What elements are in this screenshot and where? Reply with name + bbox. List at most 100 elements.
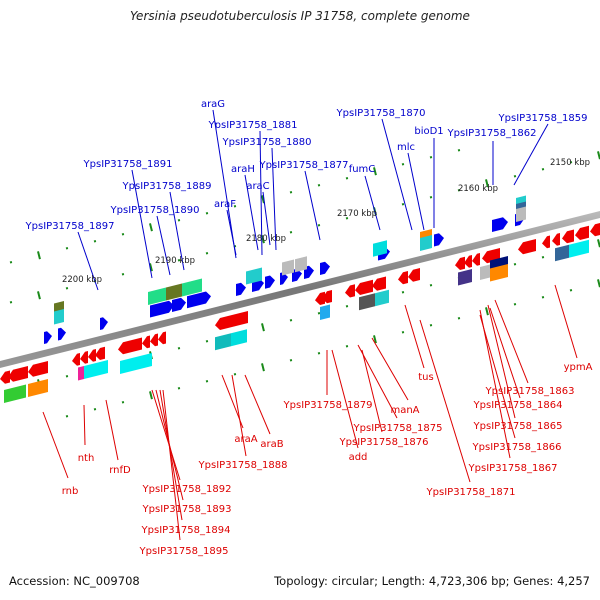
ruler-tick bbox=[317, 312, 321, 315]
leader-line bbox=[77, 231, 99, 291]
feature-box bbox=[246, 267, 262, 285]
leader-line bbox=[151, 389, 181, 481]
forward-gene-arrow bbox=[172, 297, 186, 312]
reverse-gene-arrow bbox=[8, 366, 28, 382]
reverse-gene-arrow bbox=[88, 349, 96, 362]
reverse-gene-arrow bbox=[142, 335, 150, 349]
gene-label-ypsip31758_1890: YpsIP31758_1890 bbox=[110, 205, 200, 216]
reverse-gene-arrow bbox=[590, 223, 600, 237]
ruler-tick bbox=[205, 380, 209, 383]
gene-label-ypsip31758_1889: YpsIP31758_1889 bbox=[122, 181, 212, 192]
feature-box bbox=[516, 206, 526, 222]
ruler-tick bbox=[513, 263, 517, 266]
ruler-tick bbox=[429, 284, 433, 287]
ruler-tick bbox=[457, 189, 461, 192]
feature-box bbox=[215, 333, 231, 351]
forward-gene-arrow bbox=[58, 327, 66, 341]
forward-gene-arrow bbox=[434, 233, 444, 247]
accession-text: Accession: NC_009708 bbox=[9, 574, 140, 588]
gene-label-arab: araB bbox=[260, 439, 283, 450]
gene-label-rnb: rnb bbox=[62, 486, 79, 497]
ruler-tick bbox=[317, 184, 321, 187]
gene-label-araa: araA bbox=[234, 434, 257, 445]
ruler-tick bbox=[401, 331, 405, 334]
gene-label-ypsip31758_1865: YpsIP31758_1865 bbox=[473, 421, 563, 432]
ruler-tick bbox=[93, 240, 97, 243]
reverse-gene-arrow bbox=[542, 235, 550, 249]
gene-label-ypsip31758_1881: YpsIP31758_1881 bbox=[208, 120, 298, 131]
ruler-tick bbox=[345, 177, 349, 180]
reverse-gene-arrow bbox=[408, 268, 420, 282]
leader-line bbox=[407, 152, 425, 231]
leader-line bbox=[487, 304, 516, 419]
leader-line bbox=[357, 344, 398, 419]
ruler-tick bbox=[121, 273, 125, 276]
ruler-tick bbox=[373, 335, 377, 344]
ruler-label: 2160 kbp bbox=[458, 184, 498, 194]
leader-line bbox=[159, 389, 183, 521]
ruler-tick bbox=[205, 252, 209, 255]
feature-box bbox=[28, 379, 48, 397]
leader-line bbox=[479, 314, 516, 439]
gene-label-ypsip31758_1891: YpsIP31758_1891 bbox=[83, 159, 173, 170]
gene-label-ypsip31758_1888: YpsIP31758_1888 bbox=[198, 460, 288, 471]
leader-line bbox=[513, 123, 549, 186]
reverse-gene-arrow bbox=[95, 346, 105, 360]
gene-label-mana: manA bbox=[390, 405, 419, 416]
gene-label-arag: araG bbox=[201, 99, 225, 110]
reverse-gene-arrow bbox=[552, 233, 560, 246]
ruler-label: 2150 kbp bbox=[550, 158, 590, 168]
feature-box bbox=[120, 353, 152, 374]
ruler-tick bbox=[289, 191, 293, 194]
ruler-label: 2180 kbp bbox=[246, 234, 286, 244]
reverse-gene-arrow bbox=[230, 311, 248, 327]
reverse-gene-arrow bbox=[455, 256, 465, 270]
gene-label-ypsip31758_1895: YpsIP31758_1895 bbox=[139, 546, 229, 557]
reverse-gene-arrow bbox=[398, 271, 408, 285]
genome-title: Yersinia pseudotuberculosis IP 31758, co… bbox=[130, 9, 470, 23]
leader-line bbox=[364, 175, 381, 231]
ruler-tick bbox=[373, 167, 377, 176]
ruler-tick bbox=[317, 224, 321, 227]
feature-box bbox=[420, 235, 432, 251]
leader-line bbox=[404, 304, 425, 369]
reverse-gene-arrow bbox=[518, 239, 536, 255]
forward-gene-arrow bbox=[150, 300, 174, 318]
gene-label-nth: nth bbox=[78, 453, 95, 464]
leader-line bbox=[419, 319, 471, 483]
gene-label-ypsip31758_1897: YpsIP31758_1897 bbox=[25, 221, 115, 232]
ruler-tick bbox=[401, 163, 405, 166]
ruler-tick bbox=[149, 223, 153, 232]
leader-line bbox=[479, 309, 511, 459]
gene-label-ypsip31758_1862: YpsIP31758_1862 bbox=[447, 128, 537, 139]
gene-label-araf: araF bbox=[214, 199, 236, 210]
genome-backbone bbox=[0, 211, 600, 368]
ruler-tick bbox=[9, 301, 13, 304]
ruler-tick bbox=[261, 323, 265, 332]
leader-line bbox=[83, 404, 86, 446]
ruler-tick bbox=[233, 373, 237, 376]
gene-label-ypsip31758_1870: YpsIP31758_1870 bbox=[336, 108, 426, 119]
leader-line bbox=[226, 209, 237, 256]
feature-box bbox=[373, 240, 387, 257]
ruler-tick bbox=[205, 212, 209, 215]
leader-line bbox=[304, 170, 321, 241]
gene-label-ypsip31758_1880: YpsIP31758_1880 bbox=[222, 137, 312, 148]
forward-gene-arrow bbox=[320, 261, 330, 275]
leader-line bbox=[42, 411, 69, 479]
ruler-tick bbox=[541, 256, 545, 259]
ruler-label: 2190 kbp bbox=[155, 256, 195, 266]
leader-line bbox=[554, 284, 578, 359]
leader-line bbox=[244, 374, 271, 435]
ruler-tick bbox=[569, 289, 573, 292]
forward-gene-arrow bbox=[265, 275, 275, 289]
gene-label-tus: tus bbox=[418, 372, 433, 383]
leader-line bbox=[244, 174, 259, 251]
ruler-tick bbox=[233, 205, 237, 208]
feature-box bbox=[490, 264, 508, 282]
ruler-tick bbox=[177, 387, 181, 390]
leader-line bbox=[156, 215, 171, 276]
ruler-tick bbox=[65, 375, 69, 378]
ruler-tick bbox=[261, 363, 265, 372]
feature-box bbox=[84, 360, 108, 379]
